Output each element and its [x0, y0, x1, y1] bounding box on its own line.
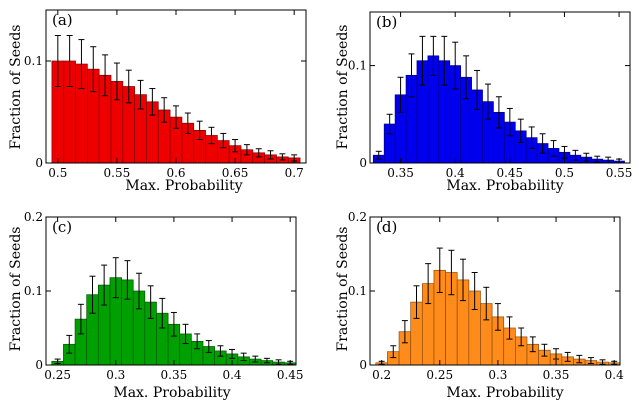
x-axis-label: Max. Probability [446, 385, 563, 401]
y-tick-label: 0 [359, 358, 367, 372]
y-axis-label: Fraction of Seeds [8, 227, 24, 352]
y-tick-label: 0.2 [24, 210, 43, 224]
y-axis-label: Fraction of Seeds [335, 25, 351, 150]
x-axis-label: Max. Probability [446, 178, 563, 194]
x-tick-label: 0.25 [44, 368, 71, 382]
x-tick-label: 0.7 [285, 166, 304, 180]
y-tick-label: 0.1 [348, 59, 367, 73]
x-tick-label: 0.4 [446, 166, 465, 180]
panel-b: Fraction of Seeds Max. Probability 0.35 0… [335, 12, 632, 194]
x-tick-label: 0.35 [161, 368, 188, 382]
x-tick-label: 0.4 [222, 368, 241, 382]
x-tick-label: 0.2 [372, 368, 391, 382]
y-tick-label: 0 [35, 156, 43, 170]
panel-label-b: (b) [376, 13, 397, 31]
y-tick-label: 0.1 [348, 284, 367, 298]
y-tick-label: 0.1 [24, 54, 43, 68]
x-tick-label: 0.5 [555, 166, 574, 180]
x-tick-label: 0.65 [222, 166, 249, 180]
x-tick-label: 0.6 [166, 166, 185, 180]
y-tick-label: 0.2 [348, 210, 367, 224]
x-tick-label: 0.3 [106, 368, 125, 382]
x-tick-label: 0.35 [543, 368, 570, 382]
panel-a: Fraction of Seeds Max. Probability 0.5 0.… [8, 10, 306, 194]
x-tick-label: 0.5 [48, 166, 67, 180]
x-tick-label: 0.55 [104, 166, 131, 180]
y-axis-label: Fraction of Seeds [8, 25, 24, 150]
x-tick-label: 0.3 [488, 368, 507, 382]
y-tick-label: 0 [359, 156, 367, 170]
y-tick-label: 0.1 [24, 284, 43, 298]
x-tick-label: 0.35 [387, 166, 414, 180]
y-tick-label: 0 [35, 358, 43, 372]
x-tick-label: 0.45 [277, 368, 304, 382]
panel-label-d: (d) [376, 218, 397, 236]
x-axis-label: Max. Probability [125, 178, 242, 194]
x-tick-label: 0.25 [426, 368, 453, 382]
x-tick-label: 0.45 [496, 166, 523, 180]
panel-label-a: (a) [52, 11, 73, 29]
x-tick-label: 0.4 [605, 368, 624, 382]
panel-c: Fraction of Seeds Max. Probability 0.25 0… [8, 210, 304, 401]
x-tick-label: 0.55 [606, 166, 633, 180]
panel-d: Fraction of Seeds Max. Probability 0.2 0.… [335, 210, 624, 401]
panel-label-c: (c) [52, 218, 72, 236]
x-axis-label: Max. Probability [113, 385, 230, 401]
